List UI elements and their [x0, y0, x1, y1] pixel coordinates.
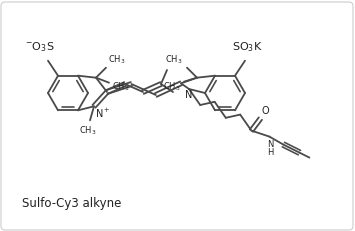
Text: N: N [185, 90, 193, 100]
Text: CH$_3$: CH$_3$ [79, 124, 97, 137]
Text: $^{-}$O$_3$S: $^{-}$O$_3$S [25, 40, 55, 54]
FancyBboxPatch shape [1, 2, 353, 230]
Text: SO$_3$K: SO$_3$K [232, 40, 262, 54]
Text: N$^+$: N$^+$ [95, 107, 110, 120]
Text: CH$_3$: CH$_3$ [108, 53, 126, 66]
Text: Sulfo-Cy3 alkyne: Sulfo-Cy3 alkyne [22, 197, 121, 210]
Text: CH$_3$: CH$_3$ [165, 53, 183, 66]
Text: O: O [262, 106, 269, 116]
Text: CH$_3$: CH$_3$ [163, 81, 181, 93]
Text: N
H: N H [267, 140, 274, 157]
Text: CH$_3$: CH$_3$ [112, 81, 130, 93]
